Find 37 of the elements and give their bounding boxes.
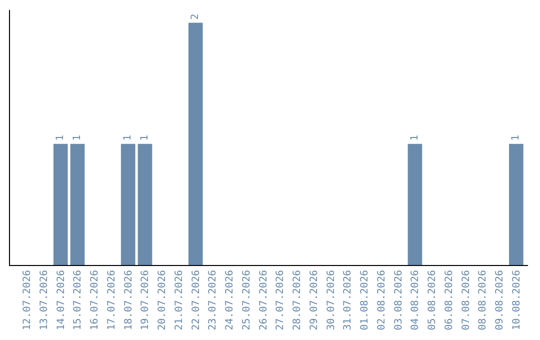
x-tick-label: 19.07.2026 (140, 270, 152, 330)
data-label: 1 (72, 134, 83, 141)
x-tick-label: 18.07.2026 (123, 270, 134, 330)
x-tick-label: 13.07.2026 (39, 270, 50, 330)
x-tick-label: 03.08.2026 (393, 270, 404, 330)
x-tick-label: 31.07.2026 (342, 270, 354, 330)
x-tick-label: 30.07.2026 (326, 270, 337, 330)
x-tick-label: 07.08.2026 (460, 270, 472, 330)
x-tick-label: 06.08.2026 (444, 270, 455, 330)
data-label: 1 (409, 134, 420, 141)
x-tick-label: 29.07.2026 (308, 270, 320, 330)
x-tick-label: 02.08.2026 (376, 270, 388, 330)
x-tick-label: 20.07.2026 (157, 270, 168, 330)
x-tick-label: 01.08.2026 (360, 270, 371, 330)
x-tick-label: 27.07.2026 (275, 270, 286, 330)
x-tick-label: 25.07.2026 (241, 270, 252, 330)
data-label: 2 (190, 14, 202, 20)
x-tick-label: 04.08.2026 (410, 270, 422, 330)
x-tick-label: 23.07.2026 (208, 270, 219, 330)
data-label: 1 (510, 134, 522, 141)
x-tick-label: 24.07.2026 (224, 270, 236, 330)
x-tick-label: 14.07.2026 (56, 270, 67, 330)
x-tick-label: 09.08.2026 (494, 270, 506, 330)
x-tick-label: 26.07.2026 (258, 270, 270, 330)
x-tick-label: 28.07.2026 (292, 270, 304, 330)
x-tick-label: 12.07.2026 (22, 270, 34, 330)
x-tick-label: 21.07.2026 (174, 270, 185, 330)
x-tick-label: 22.07.2026 (190, 270, 202, 330)
x-tick-label: 05.08.2026 (427, 270, 438, 330)
x-tick-label: 10.08.2026 (511, 270, 522, 330)
x-tick-label: 17.07.2026 (106, 270, 118, 330)
x-tick-label: 15.07.2026 (72, 270, 84, 330)
data-label: 1 (122, 134, 134, 141)
data-label: 1 (55, 134, 66, 141)
data-label: 1 (139, 134, 150, 141)
x-tick-label: 08.08.2026 (478, 270, 489, 330)
x-tick-label: 16.07.2026 (90, 270, 101, 330)
